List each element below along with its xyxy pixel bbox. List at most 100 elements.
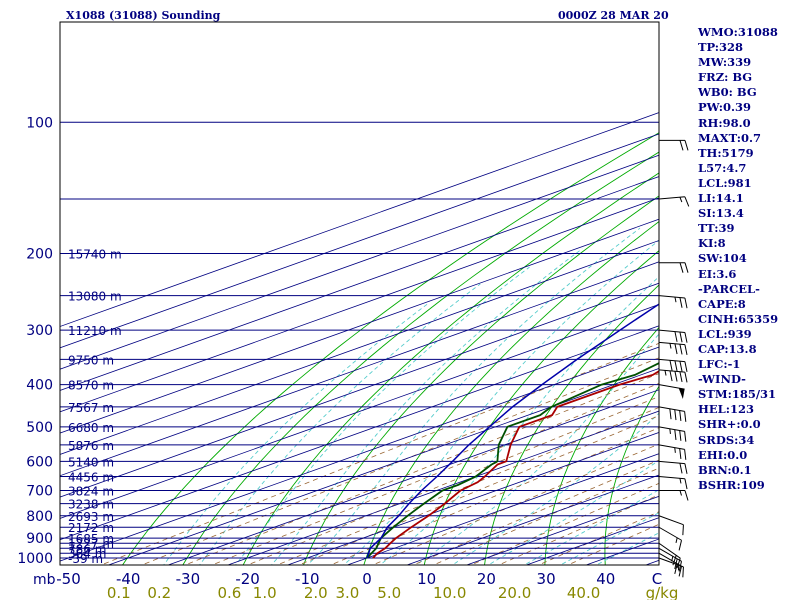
index-item: -PARCEL- <box>698 281 760 296</box>
mixing-ratio-label: 2.0 <box>304 584 328 600</box>
pressure-label: 700 <box>26 484 53 500</box>
isotherm <box>60 197 659 413</box>
plot-area <box>60 112 659 565</box>
temperature-tick-label: 30 <box>537 570 556 588</box>
isotherm <box>60 282 659 498</box>
dry-adiabat <box>121 132 659 565</box>
moist-adiabat <box>306 227 641 565</box>
index-item: TT:39 <box>698 221 735 236</box>
parcel-line <box>366 303 659 559</box>
pressure-label: 100 <box>26 115 53 131</box>
index-item: BRN:0.1 <box>698 462 752 477</box>
height-label: 15740 m <box>68 247 122 261</box>
wind-barb-flag <box>676 558 681 569</box>
wind-barb <box>659 139 689 151</box>
moist-adiabat <box>523 489 659 565</box>
wind-barb-flag <box>684 478 688 490</box>
isotherm <box>60 240 659 455</box>
wind-barb-staff <box>658 547 682 562</box>
wind-barb-flag <box>674 331 678 342</box>
index-item: PW:0.39 <box>698 100 752 115</box>
height-label: 1227 m <box>68 537 114 551</box>
index-item: TP:328 <box>698 40 744 55</box>
height-label: 1685 m <box>68 532 114 546</box>
wind-barb-flag <box>674 409 677 421</box>
height-label: 11210 m <box>68 324 122 338</box>
plot-frame <box>59 21 660 566</box>
wind-barb-flag <box>679 463 683 474</box>
wind-barb-flag <box>684 463 688 474</box>
wind-barb <box>659 490 689 501</box>
wind-barb-flag <box>674 343 678 355</box>
mixing-ratio-line <box>470 482 659 565</box>
isotherm <box>60 154 659 370</box>
pressure-label: 1000 <box>17 551 53 567</box>
wind-barb-staff <box>658 542 681 559</box>
wind-barb-staff <box>658 515 684 526</box>
wind-barb-staff <box>658 526 682 541</box>
dry-adiabat <box>303 195 659 565</box>
index-item: WB0: BG <box>698 85 757 100</box>
wind-barb-flag <box>674 429 677 441</box>
mixing-ratio-label: 40.0 <box>567 584 600 600</box>
wind-barb-flag <box>684 196 690 207</box>
index-item: LCL:939 <box>698 326 752 341</box>
mixing-ratio-label: 3.0 <box>335 584 359 600</box>
wind-barb-flag <box>684 411 687 422</box>
wind-barb-staff <box>658 444 685 450</box>
mixing-ratio-line <box>211 382 659 565</box>
index-item: CAPE:8 <box>698 296 746 311</box>
height-label: 13080 m <box>68 290 122 304</box>
index-item: SW:104 <box>698 251 747 266</box>
wind-barb <box>658 547 683 572</box>
index-item: STM:185/31 <box>698 387 777 402</box>
isotherm <box>60 304 659 519</box>
index-item: LCL:981 <box>698 175 752 190</box>
index-item: MW:339 <box>698 55 752 70</box>
isotherm <box>60 261 659 477</box>
station-title: X1088 (31088) Sounding <box>66 9 221 22</box>
wind-barb-flag <box>679 371 683 383</box>
wind-barb-flag <box>669 360 673 371</box>
temperature-tick-label: 20 <box>477 570 496 588</box>
isotherm <box>405 474 659 565</box>
index-item: TH:5179 <box>698 145 754 160</box>
temperature-line <box>372 370 659 559</box>
isotherm <box>286 431 659 565</box>
height-label: 4456 m <box>68 470 114 484</box>
isotherm <box>60 325 659 541</box>
x-axis-unit-label: mb <box>33 572 56 588</box>
height-label: 7567 m <box>68 401 114 415</box>
wind-barb <box>658 384 685 399</box>
mixing-ratio-line <box>100 342 659 565</box>
pressure-label: 500 <box>26 420 53 436</box>
wind-barb-staff <box>658 475 685 480</box>
temperature-tick-label: -10 <box>295 570 320 588</box>
wind-barb <box>658 515 684 536</box>
index-item: CAP:13.8 <box>698 341 757 356</box>
pressure-label: 200 <box>26 246 53 262</box>
isotherm <box>60 218 659 434</box>
isotherm <box>60 346 659 562</box>
dry-adiabat <box>484 284 659 565</box>
wind-barb-flag <box>669 370 673 382</box>
wind-barb-staff <box>658 369 685 373</box>
moist-adiabat <box>559 512 659 565</box>
wind-barb-pennant <box>678 388 685 399</box>
pressure-label: 600 <box>26 454 53 470</box>
wind-barb <box>658 475 688 490</box>
wind-barb <box>658 526 683 551</box>
dry-adiabat <box>423 250 659 565</box>
index-item: KI:8 <box>698 236 726 251</box>
wind-barb-staff <box>658 196 685 200</box>
wind-barb-flag <box>679 140 684 151</box>
wind-barb <box>658 426 687 442</box>
index-item: SRDS:34 <box>698 432 755 447</box>
index-item: L57:4.7 <box>698 160 747 175</box>
wind-barb-flag <box>678 540 683 551</box>
mixing-ratio-line <box>297 415 659 565</box>
wind-barb-flag <box>679 297 683 308</box>
height-label: 3238 m <box>68 498 114 512</box>
wind-barb-staff <box>658 552 682 567</box>
